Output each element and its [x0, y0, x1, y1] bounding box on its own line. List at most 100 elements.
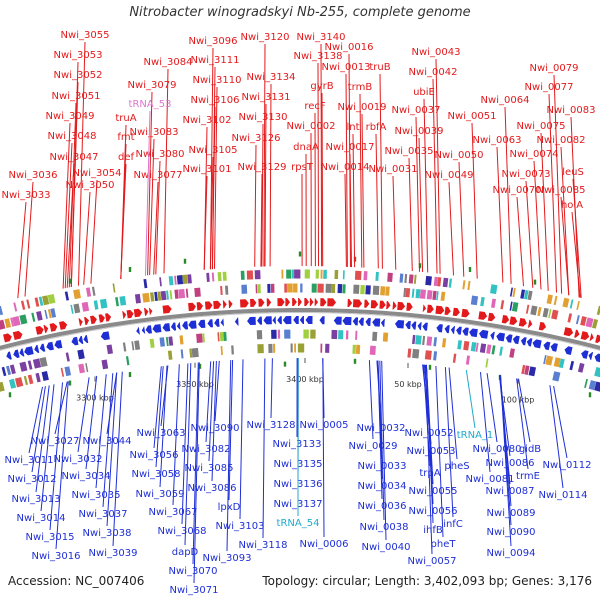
gene-feature [257, 284, 261, 294]
gene-feature [38, 296, 44, 306]
reverse-gene-arrow [34, 344, 40, 354]
reverse-gene-arrow [342, 316, 352, 326]
gene-feature [202, 333, 205, 343]
gene-feature [407, 348, 412, 358]
forward-gene-label: Nwi_3054 [73, 168, 122, 179]
forward-strand-track [3, 297, 600, 344]
reverse-gene-label: Nwi_3058 [132, 469, 181, 480]
forward-gene-label: ubiE [413, 87, 435, 98]
gene-feature [527, 290, 533, 301]
reverse-gene-arrow [141, 326, 146, 335]
forward-gene-label: Nwi_3077 [134, 170, 183, 181]
forward-label-leader [375, 133, 379, 269]
reverse-label-leader [40, 384, 55, 512]
forward-gene-arrow [78, 318, 83, 327]
forward-gene-arrow [379, 300, 386, 309]
reverse-gene-label: Nwi_3070 [169, 566, 218, 577]
forward-gene-arrow [222, 300, 227, 309]
forward-gene-arrow [595, 334, 600, 344]
reverse-gene-label: Nwi_3128 [247, 420, 296, 431]
gene-feature [0, 319, 6, 330]
forward-gene-label: Nwi_0075 [517, 121, 566, 132]
reverse-gene-label: tRNA_1 [457, 430, 494, 441]
reverse-label-leader [379, 360, 385, 521]
forward-label-leader [349, 153, 352, 268]
reverse-gene-arrow [293, 315, 299, 324]
forward-gene-arrow [426, 304, 434, 314]
forward-gene-label: rbfA [366, 122, 387, 133]
gene-feature [528, 366, 537, 377]
gene-feature [77, 349, 85, 360]
gene-feature [165, 336, 169, 347]
gene-feature [23, 375, 29, 386]
scale-label: 3300 kbp [76, 393, 114, 402]
gene-feature [310, 329, 316, 339]
gene-feature [26, 299, 31, 309]
map-title: Nitrobacter winogradskyi Nb-255, complet… [129, 5, 471, 20]
reverse-gene-arrow [257, 316, 263, 325]
forward-label-leader [432, 78, 438, 274]
gene-feature [196, 333, 203, 344]
gene-feature [588, 380, 597, 391]
forward-label-leader [254, 144, 257, 267]
gene-feature [9, 364, 16, 375]
reverse-gene-arrow [490, 331, 495, 340]
reverse-gene-label: Nwi_0086 [486, 458, 535, 469]
gene-feature [422, 335, 426, 346]
gene-feature [281, 269, 284, 279]
forward-label-leader [571, 211, 581, 298]
gene-feature [408, 274, 414, 284]
gene-feature [552, 371, 561, 382]
gene-feature [231, 345, 234, 355]
gene-feature [355, 330, 358, 340]
forward-label-leader [415, 116, 420, 272]
gene-feature [14, 377, 24, 388]
forward-label-leader [321, 92, 324, 267]
gene-feature [44, 309, 48, 319]
gene-feature [403, 287, 407, 298]
reverse-gene-arrow [13, 349, 20, 358]
forward-gene-label: Nwi_0079 [530, 63, 579, 74]
reverse-gene-arrow [272, 316, 276, 325]
gene-feature [10, 317, 15, 327]
reverse-gene-arrow [6, 351, 12, 360]
gene-feature [491, 298, 496, 309]
forward-gene-arrow [314, 298, 319, 307]
reverse-label-leader [55, 381, 69, 550]
gene-feature [580, 316, 587, 326]
gene-feature [546, 294, 553, 305]
forward-gene-label: Nwi_0083 [547, 105, 596, 116]
reverse-label-leader [424, 364, 433, 555]
forward-label-leader [516, 196, 524, 287]
reverse-gene-arrow [394, 319, 405, 329]
gene-feature [20, 300, 26, 310]
forward-gene-arrow [133, 308, 143, 318]
forward-gene-label: Nwi_3101 [183, 164, 232, 175]
reverse-gene-label: Nwi_3012 [8, 474, 57, 485]
gene-feature [594, 366, 600, 378]
reverse-label-leader [112, 371, 123, 547]
gene-feature [189, 348, 193, 358]
gene-feature [273, 343, 276, 353]
forward-gene-arrow [148, 307, 153, 316]
reverse-label-leader [486, 373, 498, 443]
forward-gene-label: Nwi_3105 [189, 145, 238, 156]
gene-feature [27, 374, 34, 385]
forward-gene-arrow [228, 300, 233, 309]
gene-feature [411, 288, 415, 298]
forward-gene-arrow [461, 308, 470, 318]
forward-gene-label: Nwi_0042 [409, 67, 458, 78]
gene-feature [47, 309, 52, 319]
gene-feature [342, 284, 346, 294]
forward-gene-label: Nwi_0070 [493, 185, 542, 196]
forward-label-leader [24, 181, 34, 297]
gene-feature [78, 363, 85, 374]
forward-gene-label: Nwi_3055 [61, 30, 110, 41]
forward-gene-label: Nwi_0019 [338, 102, 387, 113]
forward-gene-arrow [59, 321, 68, 330]
gene-feature [176, 275, 184, 285]
forward-gene-arrow [3, 333, 12, 343]
gene-feature [70, 304, 74, 314]
gene-feature [182, 274, 188, 284]
gene-feature [256, 330, 263, 340]
